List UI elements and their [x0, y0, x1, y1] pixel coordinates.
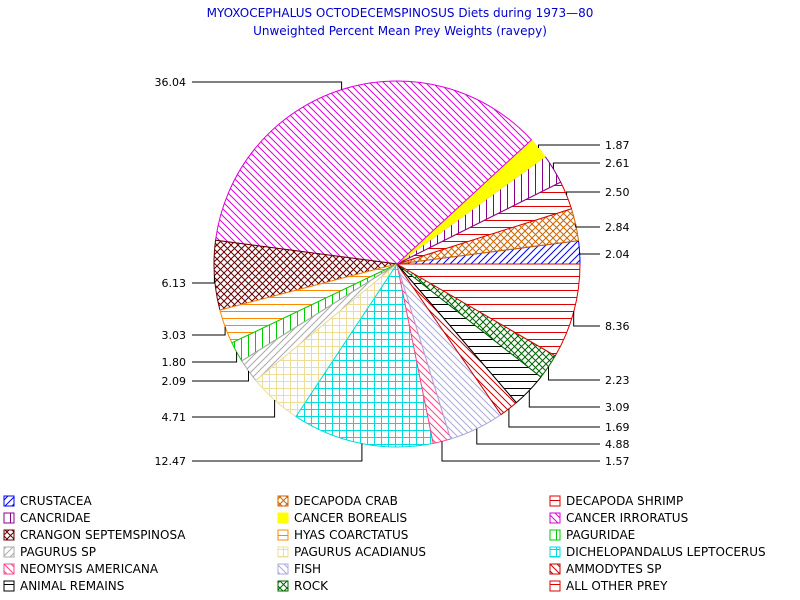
legend-swatch-paguridae: [549, 529, 561, 541]
slice-label-neomysis-americana: 1.57: [605, 455, 630, 468]
legend-item-crustacea: CRUSTACEA: [3, 494, 92, 508]
legend-item-decapoda-crab: DECAPODA CRAB: [277, 494, 398, 508]
legend-swatch-neomysis-americana: [3, 563, 15, 575]
legend: CRUSTACEA DECAPODA CRAB DECAPODA SHRIMP CAN…: [3, 494, 766, 593]
leader-line-cancer-irroratus: [192, 81, 343, 90]
legend-label-cancer-borealis: CANCER BOREALIS: [294, 511, 407, 525]
leader-line-all-other-prey: [573, 311, 600, 327]
legend-label-all-other-prey: ALL OTHER PREY: [566, 579, 668, 593]
legend-label-paguridae: PAGURIDAE: [566, 528, 635, 542]
leader-line-neomysis-americana: [441, 441, 600, 462]
legend-swatch-crustacea: [3, 495, 15, 507]
leader-line-cancridae: [552, 162, 600, 169]
legend-swatch-animal-remains: [3, 580, 15, 592]
slice-label-fish: 4.88: [605, 438, 630, 451]
legend-item-ammodytes-sp: AMMODYTES SP: [549, 562, 661, 576]
legend-item-cancer-irroratus: CANCER IRRORATUS: [549, 511, 688, 525]
legend-item-pagurus-acadianus: PAGURUS ACADIANUS: [277, 545, 426, 559]
legend-item-cancer-borealis: CANCER BOREALIS: [277, 511, 407, 525]
leader-line-cancer-borealis: [538, 144, 600, 148]
legend-swatch-rock: [277, 580, 289, 592]
legend-swatch-cancer-irroratus: [549, 512, 561, 524]
chart-subtitle: Unweighted Percent Mean Prey Weights (ra…: [253, 24, 547, 38]
leader-line-decapoda-shrimp: [566, 191, 600, 196]
leader-line-decapoda-crab: [575, 224, 600, 228]
legend-swatch-cancridae: [3, 512, 15, 524]
legend-item-decapoda-shrimp: DECAPODA SHRIMP: [549, 494, 683, 508]
legend-item-hyas-coarctatus: HYAS COARCTATUS: [277, 528, 408, 542]
leader-line-animal-remains: [528, 390, 600, 408]
legend-item-all-other-prey: ALL OTHER PREY: [549, 579, 668, 593]
legend-item-rock: ROCK: [277, 579, 329, 593]
legend-swatch-cancer-borealis: [277, 512, 289, 524]
leader-line-pagurus-acadianus: [192, 400, 276, 418]
slice-label-crangon-septemspinosa: 6.13: [162, 277, 187, 290]
slice-label-decapoda-shrimp: 2.50: [605, 186, 630, 199]
leader-line-rock: [548, 366, 600, 381]
legend-swatch-fish: [277, 563, 289, 575]
legend-label-decapoda-crab: DECAPODA CRAB: [294, 494, 398, 508]
slice-leader-lines: [192, 81, 600, 462]
leader-line-paguridae: [192, 352, 238, 363]
slice-value-labels: 2.04 2.84 2.50 2.61 1.87 36.04 6.13 3.03 1.80 2.0…: [155, 76, 630, 468]
chart-title: MYOXOCEPHALUS OCTODECEMSPINOSUS Diets du…: [207, 6, 594, 20]
legend-label-cancridae: CANCRIDAE: [20, 511, 91, 525]
legend-item-paguridae: PAGURIDAE: [549, 528, 635, 542]
legend-swatch-ammodytes-sp: [549, 563, 561, 575]
legend-swatch-crangon-septemspinosa: [3, 529, 15, 541]
leader-line-crangon-septemspinosa: [192, 275, 215, 284]
pie-slice-dichelopandalus-leptocerus: [295, 262, 434, 448]
legend-label-rock: ROCK: [294, 579, 329, 593]
slice-label-crustacea: 2.04: [605, 248, 630, 261]
legend-label-crustacea: CRUSTACEA: [20, 494, 92, 508]
legend-label-pagurus-sp: PAGURUS SP: [20, 545, 96, 559]
legend-label-hyas-coarctatus: HYAS COARCTATUS: [294, 528, 408, 542]
slice-label-pagurus-acadianus: 4.71: [162, 411, 187, 424]
slice-label-paguridae: 1.80: [162, 356, 187, 369]
pie-slices: [213, 80, 581, 448]
leader-line-dichelopandalus-leptocerus: [192, 443, 363, 462]
legend-swatch-dichelopandalus-leptocerus: [549, 546, 561, 558]
slice-label-dichelopandalus-leptocerus: 12.47: [155, 455, 187, 468]
slice-label-ammodytes-sp: 1.69: [605, 421, 630, 434]
slice-label-animal-remains: 3.09: [605, 401, 630, 414]
legend-swatch-pagurus-acadianus: [277, 546, 289, 558]
legend-item-animal-remains: ANIMAL REMAINS: [3, 579, 124, 593]
slice-label-rock: 2.23: [605, 374, 630, 387]
legend-item-cancridae: CANCRIDAE: [3, 511, 91, 525]
legend-label-pagurus-acadianus: PAGURUS ACADIANUS: [294, 545, 426, 559]
slice-label-cancridae: 2.61: [605, 157, 630, 170]
pie-slice-cancer-irroratus: [214, 80, 533, 265]
legend-label-neomysis-americana: NEOMYSIS AMERICANA: [20, 562, 159, 576]
legend-swatch-pagurus-sp: [3, 546, 15, 558]
leader-line-hyas-coarctatus: [192, 326, 226, 336]
legend-item-pagurus-sp: PAGURUS SP: [3, 545, 96, 559]
slice-label-cancer-borealis: 1.87: [605, 139, 630, 152]
legend-label-crangon-septemspinosa: CRANGON SEPTEMSPINOSA: [20, 528, 186, 542]
legend-item-fish: FISH: [277, 562, 321, 576]
legend-item-dichelopandalus-leptocerus: DICHELOPANDALUS LEPTOCERUS: [549, 545, 766, 559]
legend-label-ammodytes-sp: AMMODYTES SP: [566, 562, 661, 576]
legend-swatch-hyas-coarctatus: [277, 529, 289, 541]
slice-label-decapoda-crab: 2.84: [605, 221, 630, 234]
slice-label-cancer-irroratus: 36.04: [155, 76, 187, 89]
legend-item-crangon-septemspinosa: CRANGON SEPTEMSPINOSA: [3, 528, 186, 542]
legend-label-fish: FISH: [294, 562, 321, 576]
leader-line-fish: [476, 428, 600, 445]
slice-label-all-other-prey: 8.36: [605, 320, 630, 333]
leader-line-ammodytes-sp: [508, 408, 600, 428]
legend-swatch-decapoda-shrimp: [549, 495, 561, 507]
legend-item-neomysis-americana: NEOMYSIS AMERICANA: [3, 562, 159, 576]
legend-label-decapoda-shrimp: DECAPODA SHRIMP: [566, 494, 683, 508]
legend-swatch-all-other-prey: [549, 580, 561, 592]
slice-label-pagurus-sp: 2.09: [162, 375, 187, 388]
legend-swatch-decapoda-crab: [277, 495, 289, 507]
legend-label-cancer-irroratus: CANCER IRRORATUS: [566, 511, 688, 525]
slice-label-hyas-coarctatus: 3.03: [162, 329, 187, 342]
legend-label-animal-remains: ANIMAL REMAINS: [20, 579, 124, 593]
leader-line-crustacea: [579, 252, 600, 255]
legend-label-dichelopandalus-leptocerus: DICHELOPANDALUS LEPTOCERUS: [566, 545, 766, 559]
leader-line-pagurus-sp: [192, 371, 249, 382]
